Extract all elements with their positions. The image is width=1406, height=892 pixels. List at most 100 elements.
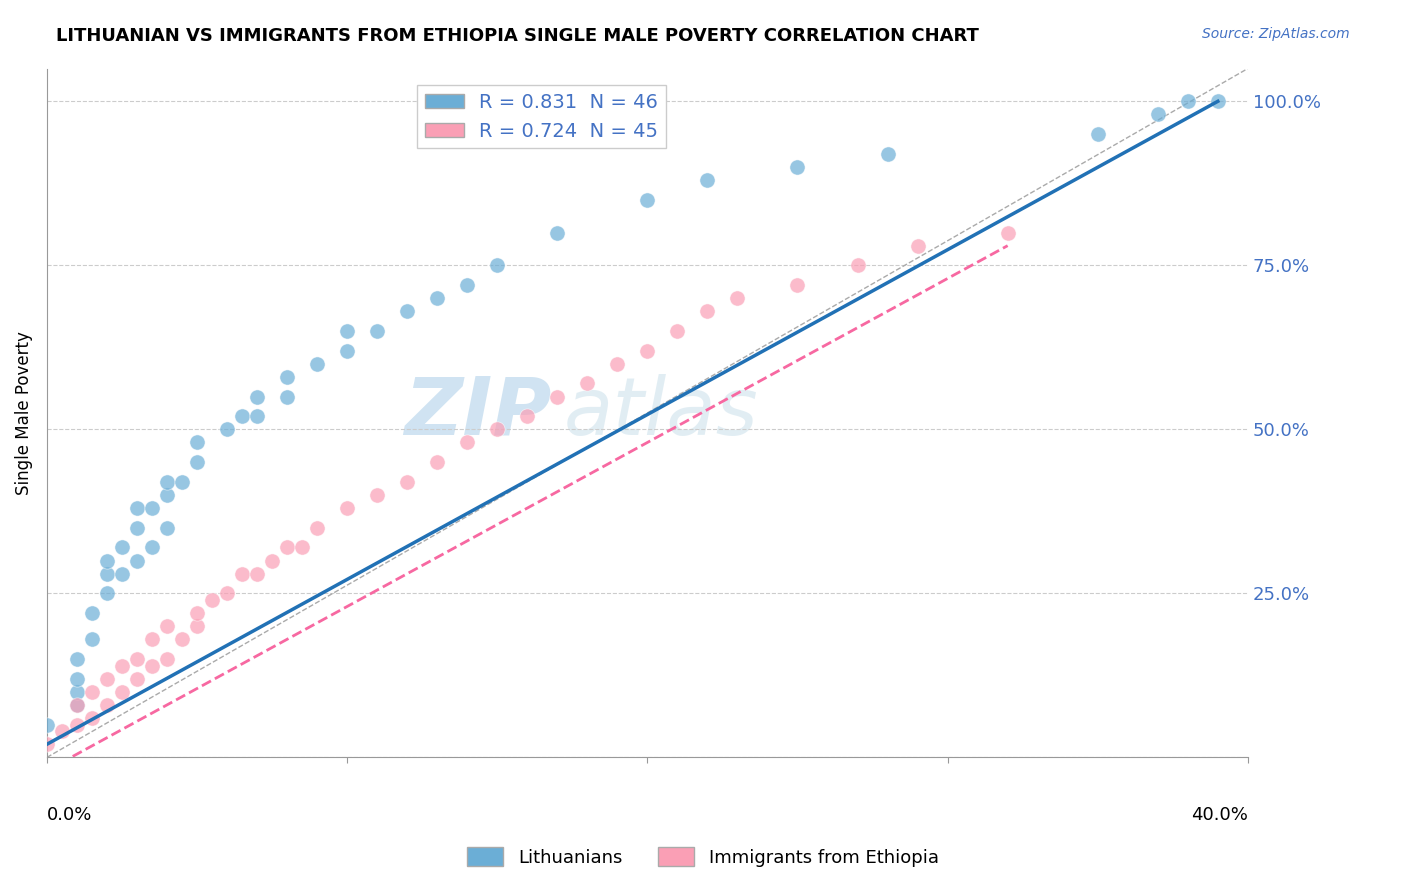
Point xyxy=(186,455,208,469)
Point xyxy=(1087,127,1109,141)
Point xyxy=(111,685,134,699)
Text: 0.0%: 0.0% xyxy=(46,805,93,823)
Point xyxy=(366,488,388,502)
Point xyxy=(246,409,269,424)
Point xyxy=(997,226,1019,240)
Point xyxy=(231,409,253,424)
Point xyxy=(231,566,253,581)
Point xyxy=(80,711,103,725)
Point xyxy=(66,685,89,699)
Point xyxy=(636,343,658,358)
Text: atlas: atlas xyxy=(564,374,758,452)
Point xyxy=(696,304,718,318)
Point xyxy=(80,632,103,647)
Point xyxy=(1177,95,1199,109)
Point xyxy=(80,606,103,620)
Point xyxy=(276,390,298,404)
Point xyxy=(125,553,148,567)
Point xyxy=(336,501,359,516)
Point xyxy=(307,521,329,535)
Point xyxy=(141,501,163,516)
Point xyxy=(111,658,134,673)
Point xyxy=(246,390,269,404)
Point xyxy=(456,435,478,450)
Text: LITHUANIAN VS IMMIGRANTS FROM ETHIOPIA SINGLE MALE POVERTY CORRELATION CHART: LITHUANIAN VS IMMIGRANTS FROM ETHIOPIA S… xyxy=(56,27,979,45)
Text: Source: ZipAtlas.com: Source: ZipAtlas.com xyxy=(1202,27,1350,41)
Point xyxy=(156,652,179,666)
Point xyxy=(215,586,238,600)
Point xyxy=(141,541,163,555)
Point xyxy=(546,390,568,404)
Y-axis label: Single Male Poverty: Single Male Poverty xyxy=(15,331,32,495)
Point xyxy=(786,160,808,174)
Point xyxy=(426,291,449,305)
Point xyxy=(186,619,208,633)
Point xyxy=(125,672,148,686)
Point xyxy=(396,475,419,489)
Point xyxy=(96,672,118,686)
Point xyxy=(51,724,73,739)
Point xyxy=(396,304,419,318)
Point xyxy=(846,258,869,272)
Point xyxy=(186,435,208,450)
Point xyxy=(66,672,89,686)
Point xyxy=(696,173,718,187)
Point xyxy=(156,488,179,502)
Point xyxy=(876,146,898,161)
Point xyxy=(170,475,193,489)
Text: 40.0%: 40.0% xyxy=(1191,805,1249,823)
Point xyxy=(125,501,148,516)
Point xyxy=(546,226,568,240)
Point xyxy=(336,324,359,338)
Point xyxy=(80,685,103,699)
Point xyxy=(606,357,628,371)
Point xyxy=(111,566,134,581)
Point xyxy=(666,324,689,338)
Point xyxy=(156,475,179,489)
Point xyxy=(96,586,118,600)
Point xyxy=(262,553,284,567)
Point xyxy=(156,521,179,535)
Point xyxy=(66,717,89,731)
Point xyxy=(125,652,148,666)
Legend: Lithuanians, Immigrants from Ethiopia: Lithuanians, Immigrants from Ethiopia xyxy=(460,840,946,874)
Point xyxy=(291,541,314,555)
Point xyxy=(66,698,89,712)
Point xyxy=(486,422,509,436)
Point xyxy=(96,566,118,581)
Point xyxy=(636,193,658,207)
Text: ZIP: ZIP xyxy=(404,374,551,452)
Point xyxy=(366,324,388,338)
Point xyxy=(141,632,163,647)
Point xyxy=(156,619,179,633)
Point xyxy=(246,566,269,581)
Point xyxy=(125,521,148,535)
Point xyxy=(725,291,748,305)
Point xyxy=(307,357,329,371)
Point xyxy=(66,698,89,712)
Point xyxy=(486,258,509,272)
Point xyxy=(96,553,118,567)
Point xyxy=(170,632,193,647)
Point xyxy=(576,376,599,391)
Point xyxy=(456,278,478,293)
Point xyxy=(907,238,929,252)
Point xyxy=(201,593,224,607)
Point xyxy=(1146,107,1168,121)
Point xyxy=(66,652,89,666)
Legend: R = 0.831  N = 46, R = 0.724  N = 45: R = 0.831 N = 46, R = 0.724 N = 45 xyxy=(418,85,666,148)
Point xyxy=(426,455,449,469)
Point xyxy=(141,658,163,673)
Point xyxy=(786,278,808,293)
Point xyxy=(336,343,359,358)
Point xyxy=(276,541,298,555)
Point xyxy=(96,698,118,712)
Point xyxy=(516,409,538,424)
Point xyxy=(215,422,238,436)
Point xyxy=(276,370,298,384)
Point xyxy=(35,737,58,751)
Point xyxy=(186,606,208,620)
Point xyxy=(35,717,58,731)
Point xyxy=(1206,95,1229,109)
Point xyxy=(111,541,134,555)
